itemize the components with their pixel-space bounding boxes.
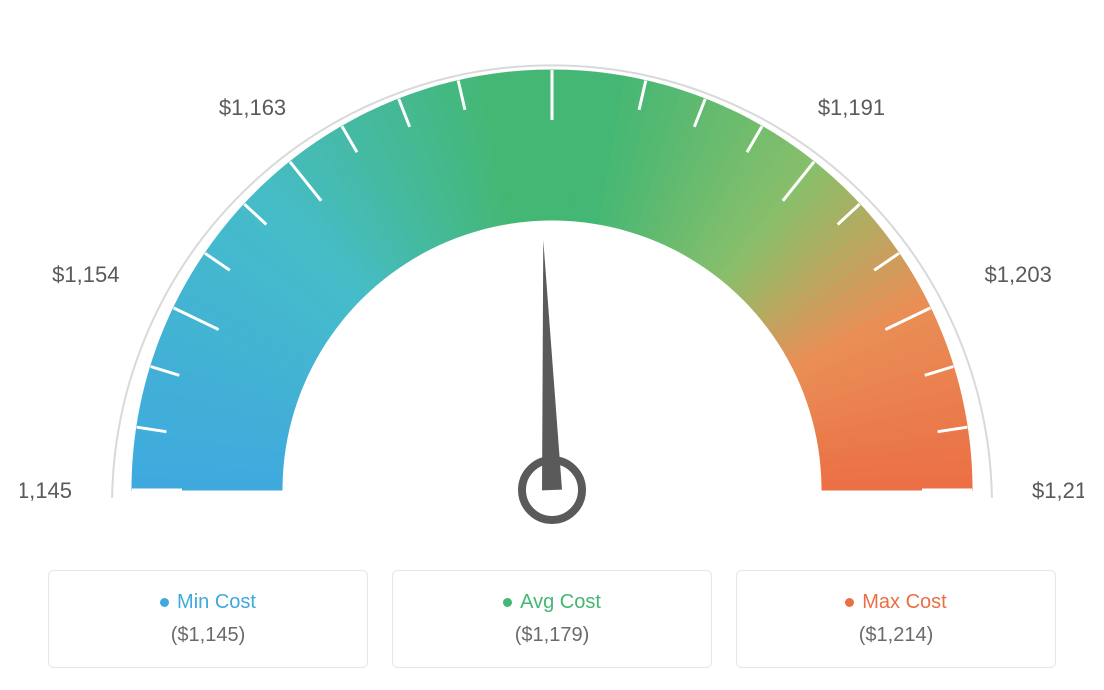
legend-card-min: Min Cost ($1,145) <box>48 570 368 668</box>
legend-card-avg: Avg Cost ($1,179) <box>392 570 712 668</box>
legend-row: Min Cost ($1,145) Avg Cost ($1,179) Max … <box>20 570 1084 668</box>
svg-text:$1,145: $1,145 <box>20 478 72 503</box>
legend-dot-min <box>160 598 169 607</box>
legend-dot-max <box>845 598 854 607</box>
svg-text:$1,163: $1,163 <box>219 95 286 120</box>
legend-label-max: Max Cost <box>862 591 946 614</box>
legend-label-min: Min Cost <box>177 591 256 614</box>
legend-title-avg: Avg Cost <box>403 591 701 614</box>
svg-text:$1,214: $1,214 <box>1032 478 1084 503</box>
svg-text:$1,154: $1,154 <box>52 262 119 287</box>
gauge-svg: $1,145$1,154$1,163$1,179$1,191$1,203$1,2… <box>20 20 1084 540</box>
legend-dot-avg <box>503 598 512 607</box>
legend-card-max: Max Cost ($1,214) <box>736 570 1056 668</box>
gauge-needle <box>542 240 562 490</box>
gauge-svg-container: $1,145$1,154$1,163$1,179$1,191$1,203$1,2… <box>20 20 1084 540</box>
legend-value-avg: ($1,179) <box>403 624 701 647</box>
legend-value-min: ($1,145) <box>59 624 357 647</box>
legend-value-max: ($1,214) <box>747 624 1045 647</box>
svg-text:$1,191: $1,191 <box>818 95 885 120</box>
legend-title-max: Max Cost <box>747 591 1045 614</box>
legend-label-avg: Avg Cost <box>520 591 601 614</box>
legend-title-min: Min Cost <box>59 591 357 614</box>
cost-gauge-chart: $1,145$1,154$1,163$1,179$1,191$1,203$1,2… <box>20 20 1084 668</box>
svg-text:$1,203: $1,203 <box>985 262 1052 287</box>
